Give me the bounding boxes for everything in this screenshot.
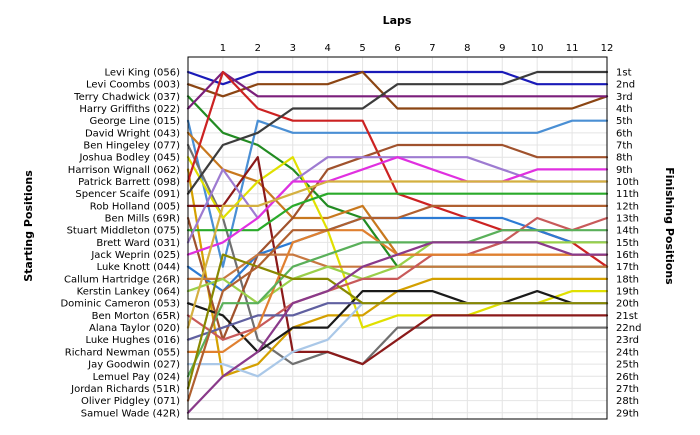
series-line-26: [186, 229, 609, 378]
starting-position-label: Harrison Wignall (062): [68, 165, 180, 176]
series-line-2: [186, 70, 609, 110]
starting-position-label: Rob Holland (005): [90, 201, 180, 212]
finishing-position-label: 11th: [616, 189, 639, 200]
finishing-position-label: 15th: [616, 238, 639, 249]
finishing-position-label: 13th: [616, 214, 639, 225]
lap-tick-label: 10: [531, 43, 544, 54]
finishing-position-label: 24th: [616, 347, 639, 358]
lap-tick-label: 2: [255, 43, 261, 54]
finishing-position-label: 5th: [616, 116, 633, 127]
series-line-12: [186, 156, 609, 366]
series-line-5: [186, 119, 609, 268]
finishing-position-label: 28th: [616, 396, 639, 407]
starting-position-label: Spencer Scaife (091): [75, 189, 180, 200]
finishing-position-label: 17th: [616, 262, 639, 273]
lap-tick-label: 12: [601, 43, 614, 54]
finishing-positions-axis-title: Finishing Positions: [663, 167, 676, 285]
starting-position-label: Dominic Cameron (053): [60, 299, 180, 310]
starting-position-label: Ben Mills (69R): [105, 214, 180, 225]
starting-position-label: Jordan Richards (51R): [70, 384, 180, 395]
series-line-29: [186, 241, 609, 414]
finishing-position-label: 1st: [616, 68, 632, 79]
starting-position-label: Oliver Pidgley (071): [81, 396, 180, 407]
series-line-28: [186, 204, 609, 402]
finishing-position-label: 9th: [616, 165, 633, 176]
starting-position-label: Levi Coombs (003): [86, 80, 180, 91]
starting-position-label: Stuart Middleton (075): [67, 226, 181, 237]
starting-positions-axis-title: Starting Positions: [22, 170, 35, 282]
starting-position-label: Joshua Bodley (045): [78, 153, 180, 164]
series-line-22: [186, 180, 609, 329]
finishing-position-label: 18th: [616, 274, 639, 285]
starting-position-label: Terry Chadwick (037): [73, 92, 180, 103]
starting-position-label: David Wright (043): [85, 128, 180, 139]
finishing-position-label: 10th: [616, 177, 639, 188]
starting-position-labels: Levi King (056)Levi Coombs (003)Terry Ch…: [60, 68, 180, 420]
starting-position-label: Jack Weprin (025): [90, 250, 180, 261]
lap-tick-label: 8: [464, 43, 470, 54]
finishing-position-label: 20th: [616, 299, 639, 310]
lap-ticks: 1 2 3 4 5 6 7 8 9 10 11 12: [220, 43, 614, 54]
starting-position-label: Samuel Wade (42R): [81, 408, 180, 419]
series-line-7: [186, 143, 609, 366]
finishing-position-label: 27th: [616, 384, 639, 395]
lap-tick-label: 4: [324, 43, 330, 54]
finishing-position-label: 3rd: [616, 92, 633, 103]
finishing-position-label: 25th: [616, 360, 639, 371]
grid: [188, 57, 607, 419]
starting-position-label: Jay Goodwin (027): [87, 360, 180, 371]
series-line-11: [186, 70, 609, 195]
starting-position-label: Brett Ward (031): [96, 238, 180, 249]
starting-position-label: Ben Hingeley (077): [83, 141, 180, 152]
series-line-4: [186, 70, 609, 110]
finishing-position-label: 4th: [616, 104, 633, 115]
finishing-position-label: 12th: [616, 201, 639, 212]
starting-position-label: Luke Knott (044): [97, 262, 181, 273]
finishing-position-label: 29th: [616, 408, 639, 419]
starting-position-label: Levi King (056): [104, 68, 180, 79]
starting-position-label: Richard Newman (055): [65, 347, 180, 358]
finishing-position-label: 22nd: [616, 323, 641, 334]
finishing-position-label: 14th: [616, 226, 639, 237]
starting-position-label: Harry Griffiths (022): [79, 104, 180, 115]
series-line-16: [186, 156, 609, 256]
series-line-14: [186, 192, 609, 232]
lap-tick-label: 6: [394, 43, 400, 54]
finishing-position-label: 23rd: [616, 335, 639, 346]
plot-frame: [187, 56, 608, 420]
finishing-position-label: 6th: [616, 128, 633, 139]
starting-position-label: Kerstin Lankey (064): [77, 287, 180, 298]
starting-position-label: Luke Hughes (016): [86, 335, 181, 346]
starting-position-label: Alana Taylor (020): [89, 323, 180, 334]
finishing-position-label: 8th: [616, 153, 633, 164]
finishing-position-label: 2nd: [616, 80, 635, 91]
finishing-position-label: 19th: [616, 287, 639, 298]
finishing-position-label: 21st: [616, 311, 638, 322]
lap-tick-label: 1: [220, 43, 226, 54]
lap-tick-label: 9: [499, 43, 505, 54]
finishing-position-label: 16th: [616, 250, 639, 261]
lap-tick-label: 3: [290, 43, 296, 54]
series-line-1: [186, 70, 609, 86]
lap-tick-label: 11: [566, 43, 579, 54]
finishing-position-label: 26th: [616, 372, 639, 383]
lap-tick-label: 7: [429, 43, 435, 54]
starting-position-label: Callum Hartridge (26R): [64, 274, 180, 285]
finishing-position-label: 7th: [616, 141, 633, 152]
lap-tick-label: 5: [359, 43, 365, 54]
starting-position-label: Patrick Barrett (098): [78, 177, 180, 188]
starting-position-label: George Line (015): [89, 116, 180, 127]
chart-title: Laps: [383, 14, 412, 27]
starting-position-label: Ben Morton (65R): [92, 311, 181, 322]
series-lines: [186, 70, 609, 414]
starting-position-label: Lemuel Pay (024): [93, 372, 181, 383]
